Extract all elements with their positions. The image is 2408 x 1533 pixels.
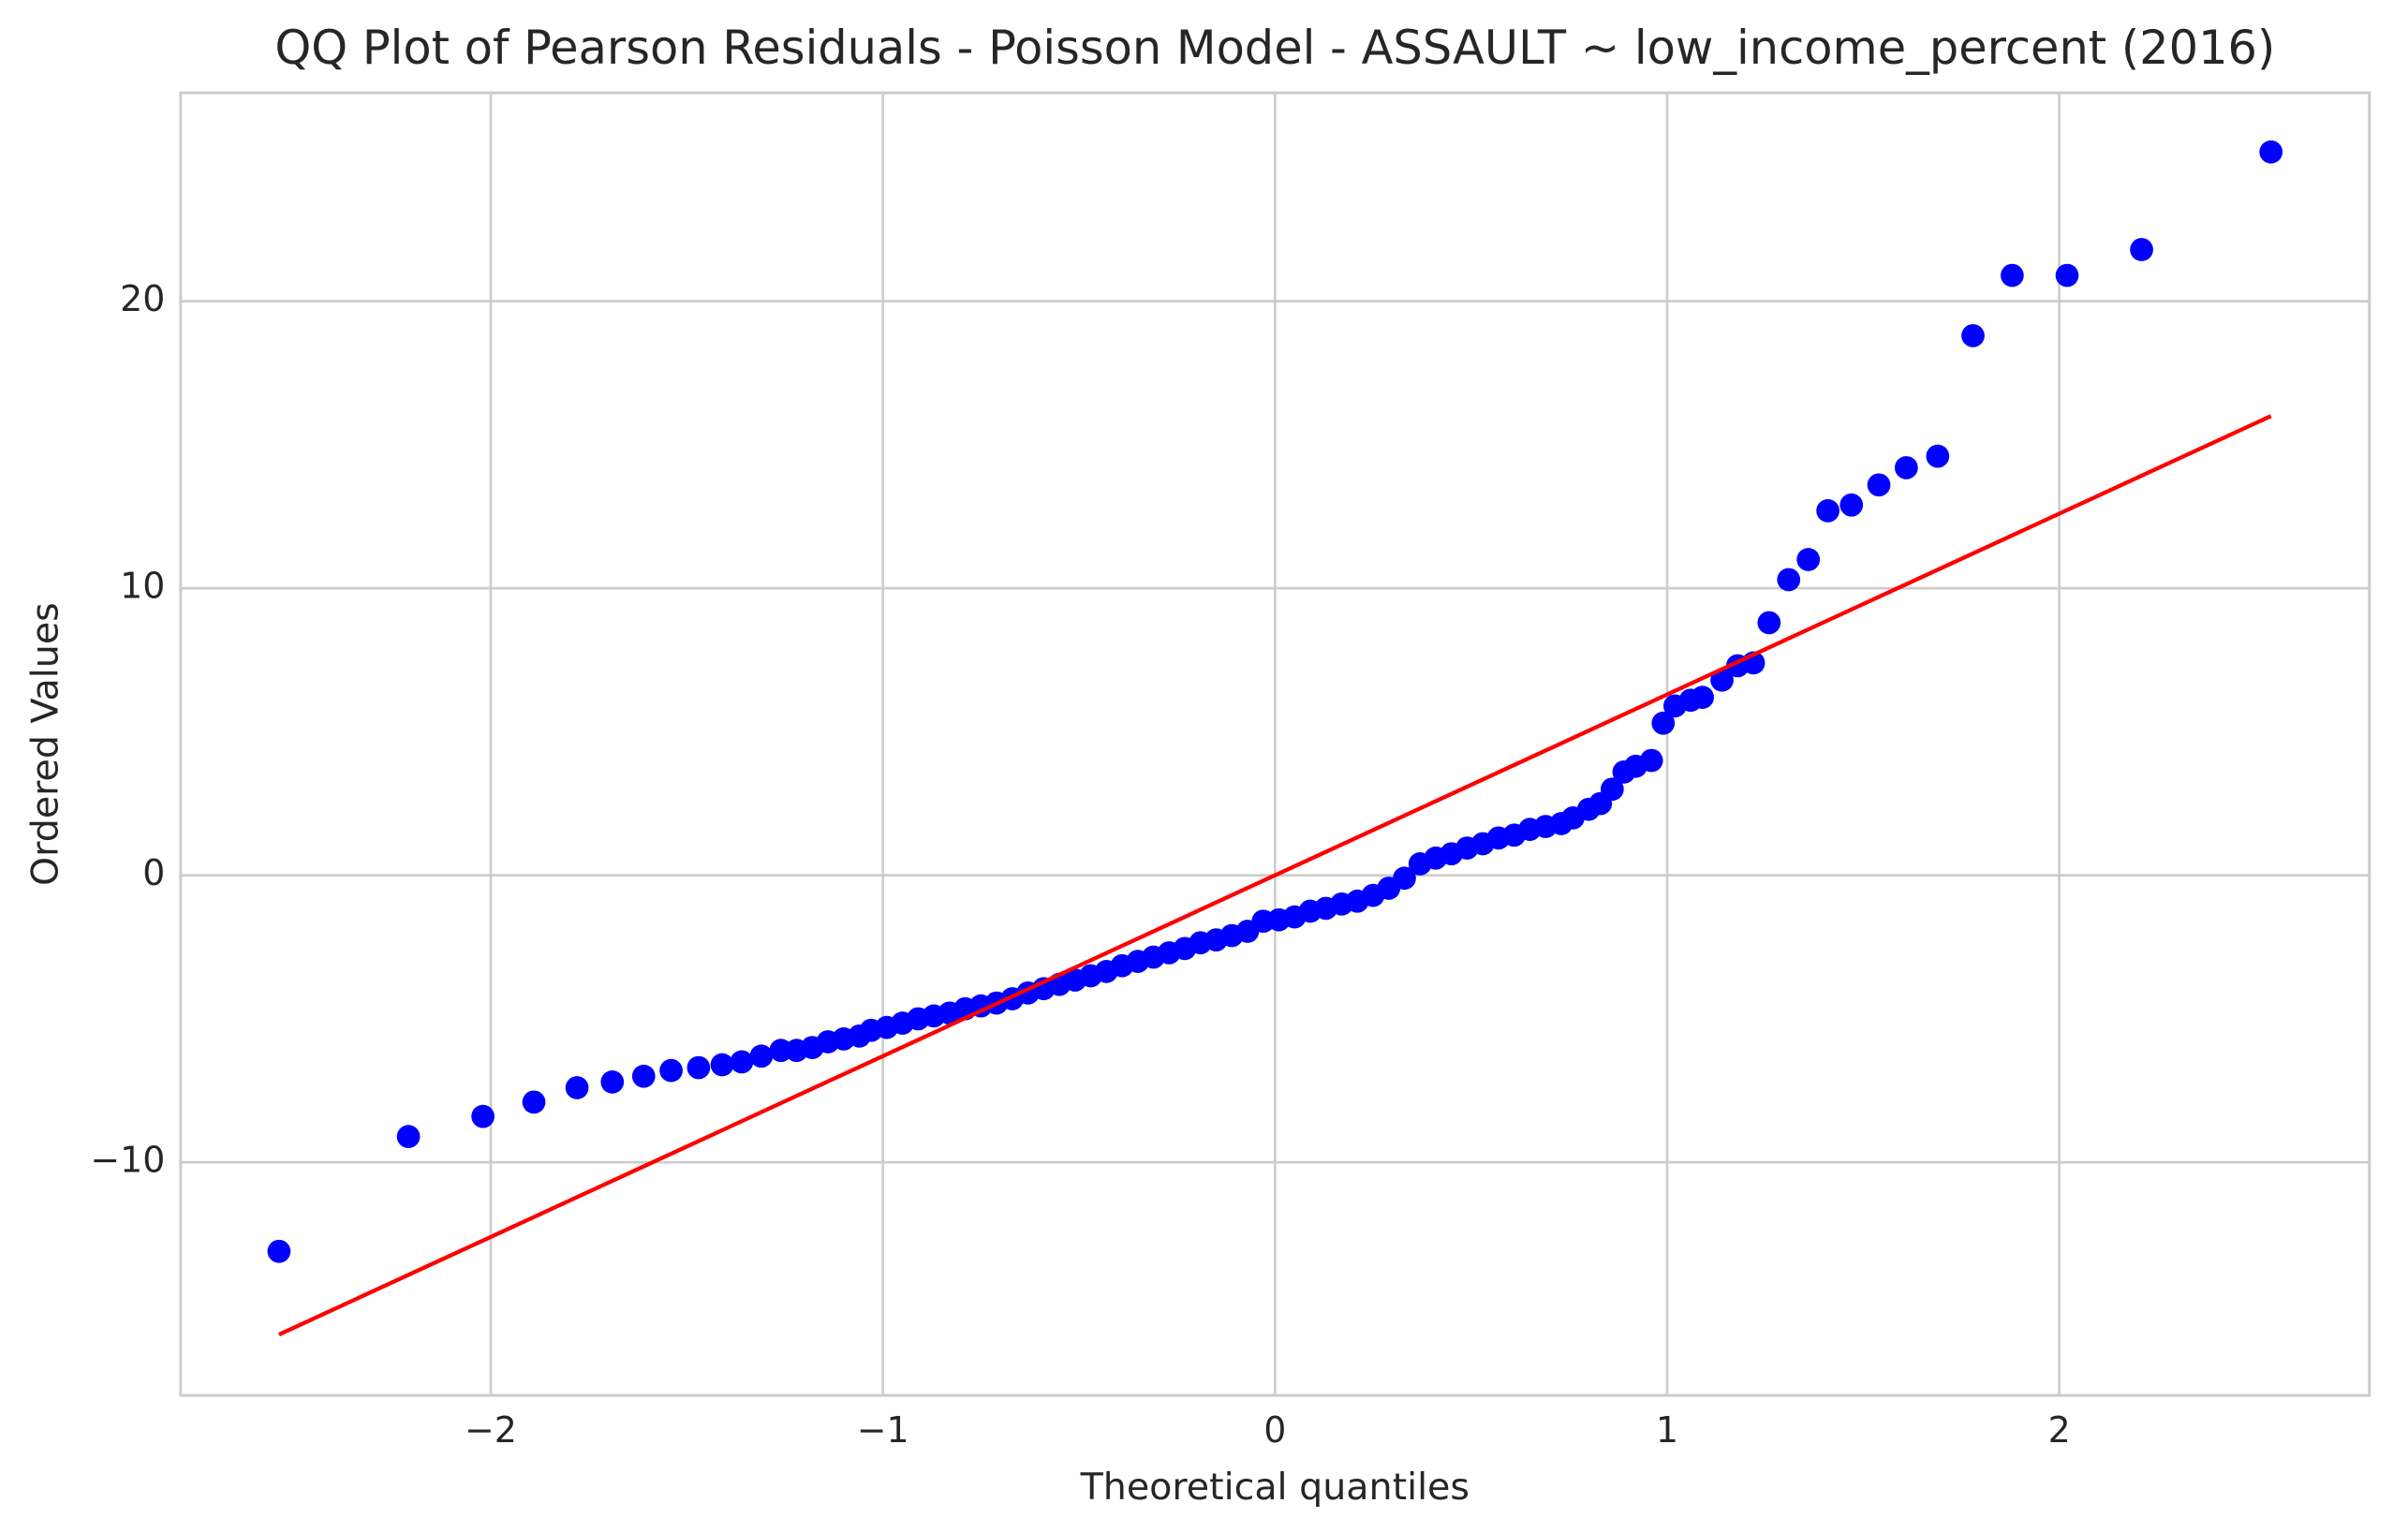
data-point: [1691, 685, 1715, 710]
data-point: [2259, 140, 2283, 164]
x-tick-label: 2: [2048, 1409, 2071, 1451]
data-point: [2001, 263, 2024, 287]
data-point: [730, 1050, 754, 1074]
data-point: [522, 1090, 546, 1114]
plot-frame: [179, 91, 2371, 1397]
fit-line: [278, 414, 2272, 1337]
y-tick-label: 20: [120, 278, 165, 319]
x-tick-label: 1: [1656, 1409, 1678, 1451]
data-point: [1867, 473, 1891, 497]
data-point: [1710, 668, 1734, 692]
y-axis-label: Ordered Values: [24, 602, 67, 886]
data-point: [2055, 263, 2079, 287]
x-tick-label: 0: [1263, 1409, 1286, 1451]
chart-title: QQ Plot of Pearson Residuals - Poisson M…: [274, 21, 2275, 75]
data-point: [267, 1239, 291, 1263]
data-point: [565, 1076, 589, 1099]
data-point: [749, 1044, 774, 1069]
data-point: [631, 1064, 656, 1088]
data-point: [1651, 711, 1676, 735]
data-point: [2130, 238, 2153, 261]
data-point: [1926, 444, 1950, 468]
x-tick-label: −1: [857, 1409, 909, 1451]
data-point: [1796, 548, 1821, 571]
data-point: [1839, 493, 1864, 517]
data-point: [1757, 611, 1781, 635]
y-tick-label: −10: [90, 1140, 165, 1181]
data-point: [710, 1053, 734, 1077]
x-axis-label: Theoretical quantiles: [1080, 1466, 1470, 1509]
data-point: [659, 1058, 683, 1083]
data-point: [1777, 568, 1801, 592]
data-point: [600, 1070, 625, 1094]
data-point: [1393, 866, 1416, 891]
data-point: [1639, 748, 1663, 773]
data-point: [1816, 499, 1839, 523]
data-point: [1961, 324, 1985, 347]
x-tick-label: −2: [465, 1409, 517, 1451]
data-point: [1894, 456, 1918, 479]
data-point: [1601, 777, 1624, 802]
y-tick-label: 0: [142, 852, 165, 893]
y-tick-label: 10: [120, 566, 165, 607]
data-point: [396, 1125, 421, 1148]
data-point: [687, 1055, 711, 1080]
data-point: [471, 1104, 495, 1128]
